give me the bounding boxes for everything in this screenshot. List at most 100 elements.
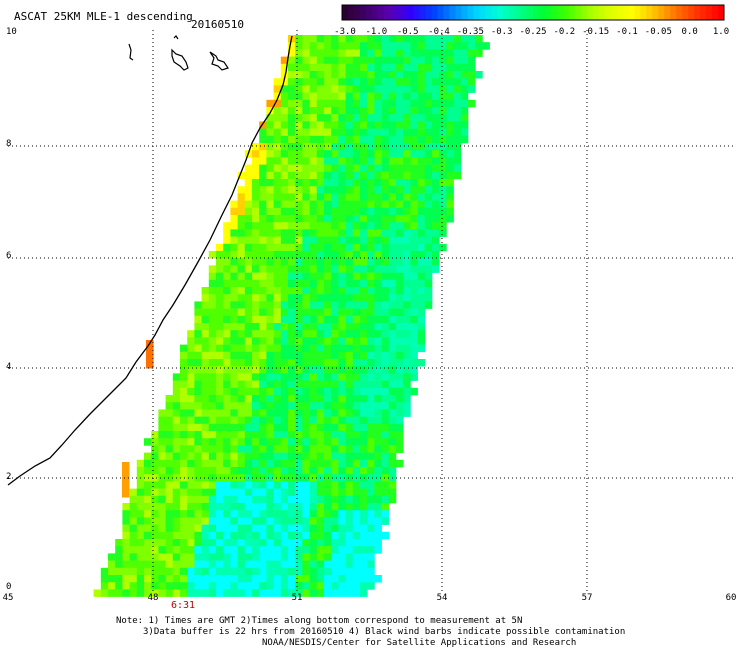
swath-pixel [381,359,390,367]
swath-pixel [374,380,382,389]
swath-pixel [432,258,440,266]
swath-pixel [201,495,210,504]
swath-pixel [280,553,289,561]
swath-pixel [316,279,325,288]
swath-pixel [172,517,181,525]
swath-pixel [374,359,382,367]
swath-pixel [360,467,368,475]
swath-pixel [295,200,303,209]
swath-pixel [338,474,346,482]
swath-pixel [252,308,260,317]
swath-pixel [273,488,282,497]
swath-pixel [360,207,368,216]
swath-pixel [302,243,310,252]
swath-pixel [324,531,332,540]
swath-pixel [302,107,310,115]
swath-pixel [208,539,217,547]
y-label-0: 0 [6,582,12,592]
swath-pixel [396,200,404,209]
swath-pixel [295,589,303,597]
swath-pixel [396,229,404,237]
swath-pixel [352,553,361,561]
swath-pixel [432,200,440,209]
swath-pixel [360,524,368,533]
swath-pixel [252,207,260,216]
swath-pixel [244,402,253,410]
swath-pixel [273,179,282,187]
swath-pixel [432,193,440,201]
swath-pixel [151,546,159,554]
swath-pixel [309,531,318,540]
swath-pixel [216,582,224,590]
swath-pixel [446,107,454,115]
swath-pixel [338,402,346,410]
swath-pixel [338,373,346,381]
swath-pixel [381,49,390,57]
swath-pixel [252,351,260,360]
swath-pixel [309,315,318,324]
swath-pixel [295,215,303,223]
swath-pixel [324,42,332,50]
swath-pixel [259,481,267,489]
swath-pixel [439,215,447,223]
swath-pixel [388,287,397,295]
swath-pixel [187,582,195,590]
swath-pixel [324,85,332,93]
swath-pixel [352,416,361,425]
swath-pixel [288,431,296,439]
swath-pixel [374,222,382,230]
swath-pixel [266,128,274,137]
swath-pixel [165,553,174,561]
swath-pixel [396,395,404,403]
swath-pixel [396,56,404,65]
swath-pixel [381,373,390,381]
swath-pixel [216,373,224,381]
swath-pixel [410,243,418,252]
swath-pixel [252,575,260,583]
swath-pixel [230,215,238,223]
swath-pixel [273,495,282,504]
swath-pixel [266,431,274,439]
swath-pixel [216,287,224,295]
swath-pixel [223,575,231,583]
swath-pixel [331,63,339,72]
swath-pixel [266,560,274,569]
colorbar-segment [652,5,659,20]
swath-pixel [266,503,274,511]
swath-pixel [115,567,123,576]
swath-pixel [266,171,274,180]
swath-pixel [266,459,274,468]
swath-pixel [338,121,346,129]
swath-pixel [158,517,166,525]
swath-pixel [367,488,375,497]
swath-pixel [338,517,346,525]
swath-pixel [158,452,166,461]
swath-pixel [187,359,195,367]
swath-pixel [352,546,361,554]
swath-pixel [201,531,210,540]
swath-pixel [309,337,318,345]
swath-pixel [374,510,382,518]
swath-pixel [122,469,130,477]
swath-pixel [374,488,382,497]
swath-pixel [151,560,159,569]
swath-pixel [280,481,289,489]
colorbar-segment [544,5,552,20]
swath-pixel [360,438,368,446]
swath-pixel [367,207,375,216]
swath-pixel [180,546,188,554]
swath-pixel [309,575,318,583]
swath-pixel [194,539,202,547]
swath-pixel [381,344,390,353]
swath-pixel [381,236,390,245]
swath-pixel [338,323,346,331]
swath-pixel [180,431,188,439]
swath-pixel [396,85,404,93]
swath-pixel [410,301,418,309]
swath-pixel [417,35,426,43]
swath-pixel [288,243,296,252]
swath-pixel [252,287,260,295]
swath-pixel [230,200,238,209]
swath-pixel [252,488,260,497]
swath-pixel [367,92,375,101]
